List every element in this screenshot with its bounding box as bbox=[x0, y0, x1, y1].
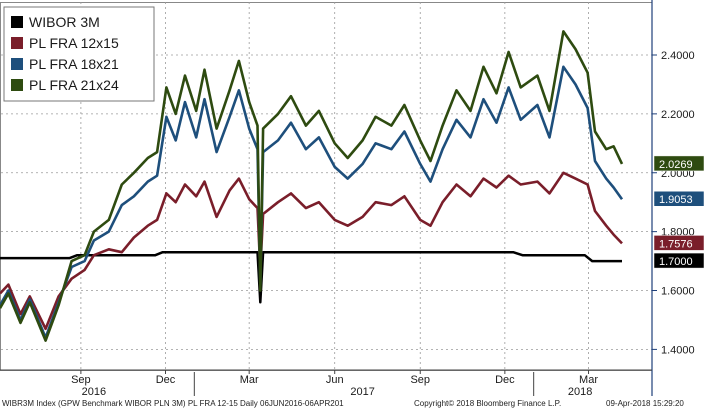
legend-box bbox=[3, 6, 155, 102]
last-value-label: 1.7000 bbox=[659, 256, 693, 268]
y-tick-label: 2.4000 bbox=[661, 50, 695, 62]
last-value-box bbox=[653, 235, 705, 251]
legend-swatch bbox=[11, 16, 23, 28]
series-line-2 bbox=[0, 171, 623, 331]
footer-timestamp: 09-Apr-2018 15:29:20 bbox=[606, 399, 684, 408]
series-line-1 bbox=[0, 250, 622, 304]
y-tick-label: 1.4000 bbox=[661, 344, 695, 356]
last-value-label: 1.7576 bbox=[659, 238, 693, 250]
legend-swatch bbox=[11, 58, 23, 70]
legend-entry: PL FRA 12x15 bbox=[29, 35, 119, 51]
legend-swatch bbox=[11, 37, 23, 49]
last-value-label: 2.0269 bbox=[659, 159, 693, 171]
footer-source: WIBR3M Index (GPW Benchmark WIBOR PLN 3M… bbox=[2, 399, 344, 408]
x-tick-label: Mar bbox=[240, 374, 259, 386]
legend-entry: WIBOR 3M bbox=[29, 14, 100, 30]
x-tick-label: Sep bbox=[71, 374, 91, 386]
last-value-box bbox=[653, 190, 705, 207]
x-tick-label: Dec bbox=[156, 374, 176, 386]
series-line-3 bbox=[0, 65, 624, 339]
x-tick-label: Sep bbox=[410, 374, 430, 386]
x-tick-label: Jun bbox=[326, 374, 344, 386]
legend-entry: PL FRA 18x21 bbox=[29, 56, 119, 72]
legend: WIBOR 3M PL FRA 12x15 PL FRA 18x21 PL FRA 2… bbox=[3, 6, 155, 102]
legend-entry: PL FRA 21x24 bbox=[29, 77, 119, 93]
last-value-box bbox=[653, 252, 705, 269]
y-tick-label: 2.2000 bbox=[661, 109, 695, 121]
year-label: 2017 bbox=[350, 386, 374, 398]
footer-copyright: Copyright© 2018 Bloomberg Finance L.P. bbox=[414, 399, 562, 408]
chart-footer: WIBR3M Index (GPW Benchmark WIBOR PLN 3M… bbox=[0, 397, 705, 413]
series-line-4 bbox=[0, 30, 624, 342]
last-value-label: 1.9053 bbox=[659, 194, 693, 206]
x-tick-label: Mar bbox=[579, 374, 598, 386]
last-value-box bbox=[653, 155, 705, 172]
x-tick-label: Dec bbox=[495, 374, 515, 386]
legend-swatch bbox=[11, 79, 23, 91]
y-tick-label: 1.6000 bbox=[661, 286, 695, 298]
year-label: 2016 bbox=[82, 386, 106, 398]
year-label: 2018 bbox=[568, 386, 592, 398]
